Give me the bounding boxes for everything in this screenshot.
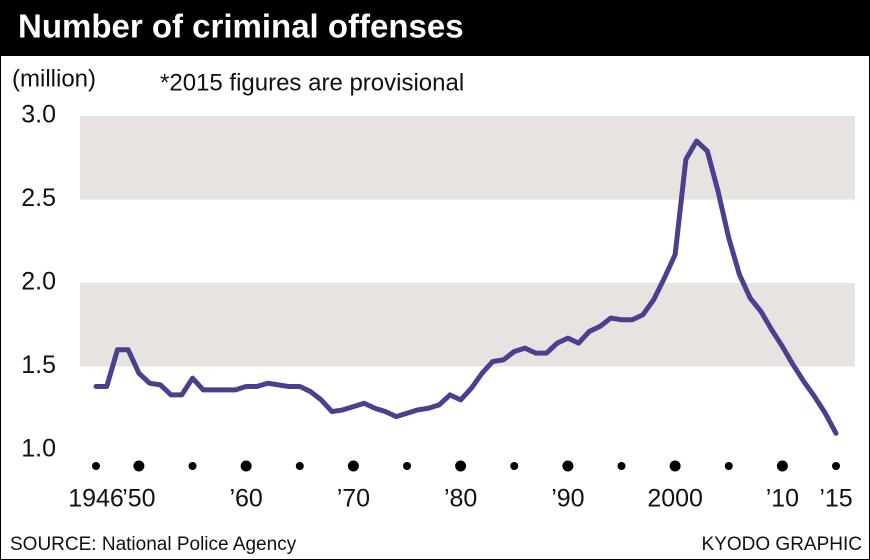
y-tick-label: 2.5 (21, 184, 56, 212)
annotation: *2015 figures are provisional (160, 69, 464, 96)
x-tick-label: ’60 (229, 485, 262, 513)
chart-title: Number of criminal offenses (18, 8, 464, 45)
y-tick-label: 1.5 (21, 351, 56, 379)
x-tick-label: ’15 (819, 485, 852, 513)
x-tick-label: ’70 (337, 485, 370, 513)
grid-band (80, 283, 855, 367)
x-tick-dot (133, 460, 145, 472)
x-tick-dot (562, 460, 574, 472)
data-line (93, 138, 839, 436)
x-minor-dot (295, 462, 304, 470)
x-tick-dot (347, 460, 359, 472)
x-tick-dot (669, 460, 681, 472)
x-minor-dot (724, 462, 733, 470)
x-tick-label: ’90 (551, 485, 584, 513)
x-tick-label: 1946 (68, 485, 124, 513)
title-bar (0, 0, 870, 56)
y-tick-label: 3.0 (21, 101, 56, 129)
x-minor-dot (510, 462, 519, 470)
x-tick-dot (776, 460, 788, 472)
x-tick-dot (455, 460, 467, 472)
grid-band (80, 116, 855, 200)
y-tick-label: 1.0 (21, 435, 56, 463)
x-tick-dot (92, 462, 100, 470)
x-tick-label: ’50 (122, 485, 155, 513)
y-tick-label: 2.0 (21, 268, 56, 296)
credit: KYODO GRAPHIC (702, 534, 862, 555)
x-minor-dot (403, 462, 412, 470)
x-minor-dot (617, 462, 626, 470)
x-tick-dot (832, 462, 840, 470)
x-minor-dot (188, 462, 197, 470)
x-tick-dot (240, 460, 252, 472)
y-unit: (million) (12, 65, 96, 92)
x-tick-label: ’80 (444, 485, 477, 513)
x-tick-label: 2000 (647, 485, 703, 513)
source: SOURCE: National Police Agency (10, 534, 297, 555)
x-tick-label: ’10 (766, 485, 799, 513)
